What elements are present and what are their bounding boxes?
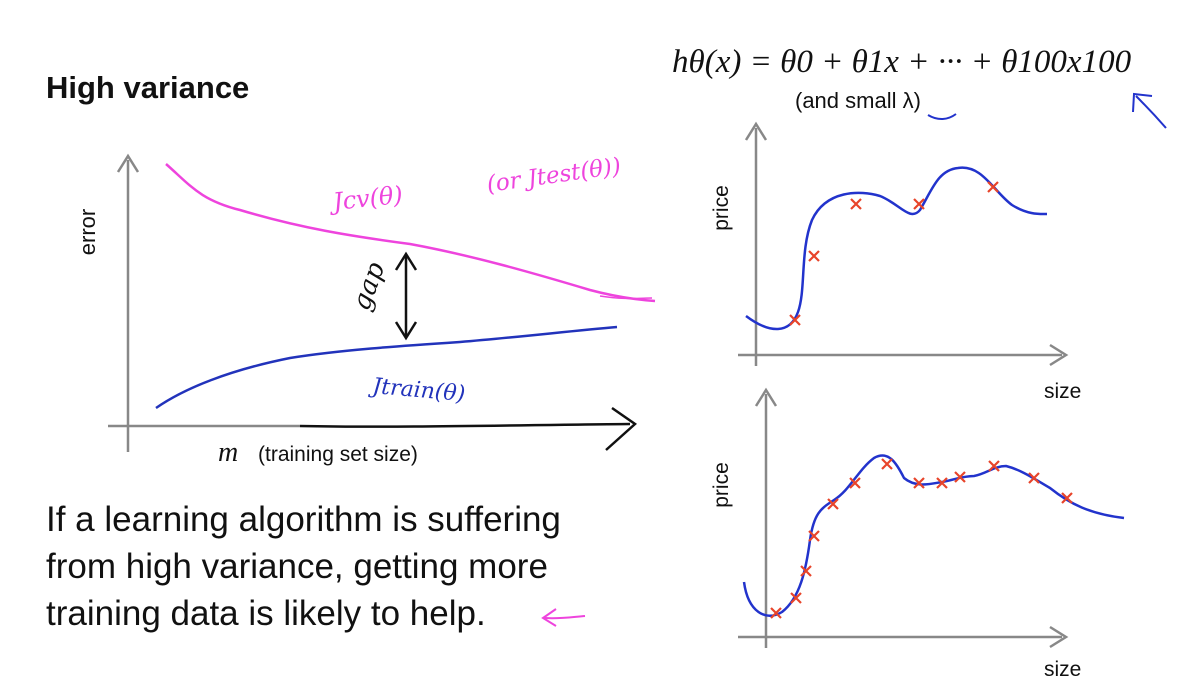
plot1-x-axis-label: size [1044,380,1082,403]
explanation-line-1: If a learning algorithm is suffering [46,500,561,539]
plot1-point [913,198,925,210]
hypothesis-formula: hθ(x) = θ0 + θ1x + ··· + θ100x100 [672,44,1132,80]
regularization-note: (and small λ) [795,88,921,113]
explanation-pointer-arrowhead [541,608,557,627]
lambda-underline [927,113,957,120]
plot2-point [770,607,782,619]
plot2-fit-curve [742,454,1125,617]
plot2-point [988,460,1000,472]
plot2-point [913,477,925,489]
plot2-data-points [770,458,1073,619]
test-curve-label: (or Jtest(θ)) [485,153,622,198]
plot1-fit-curve [745,166,1048,331]
plot2-point [790,592,802,604]
plot2-point [1061,492,1073,504]
plot1-x-axis-arrowhead [1049,343,1069,367]
plot2-point [1028,472,1040,484]
lc-x-axis-hand-arrowhead [605,406,638,451]
plot2-x-axis-label: size [1044,658,1082,681]
lc-x-axis-label: (training set size) [258,443,418,466]
plot2-point [881,458,893,470]
train-error-curve [155,325,618,410]
plot1-point [808,250,820,262]
cv-error-curve-tail [599,295,653,300]
plot2-point [808,530,820,542]
plot2-y-axis-label: price [710,462,733,508]
lc-y-axis-arrowhead [116,153,140,173]
plot2-point [800,565,812,577]
cv-error-curve [165,163,656,303]
gap-label: gap [346,258,391,314]
formula-pointer-arrow [1135,95,1167,129]
plot1-y-axis-arrowhead [744,121,768,141]
cv-curve-label: Jcv(θ) [327,181,404,217]
plot2-y-axis-arrowhead [754,387,778,407]
gap-arrow-top-head [394,251,418,271]
explanation-line-2: from high variance, getting more [46,547,548,586]
plot2-point [849,477,861,489]
plot2-point [954,471,966,483]
explanation-text: If a learning algorithm is suffering fro… [46,496,646,637]
formula-pointer-arrowhead [1132,92,1153,113]
plot1-point [850,198,862,210]
plot1-y-axis-label: price [710,185,733,231]
plot1-point [987,181,999,193]
plot1-point [789,314,801,326]
plot2-point [827,498,839,510]
plot1-data-points [789,181,999,326]
gap-arrow-bottom-head [394,321,418,341]
plot2-point [936,477,948,489]
explanation-pointer-arrow [544,615,586,620]
train-curve-label: Jtrain(θ) [367,374,466,407]
lc-x-axis-symbol: m [218,437,239,468]
explanation-line-3: training data is likely to help. [46,594,486,633]
plot2-x-axis-arrowhead [1049,625,1069,649]
lc-y-axis-label: error [75,208,100,256]
lc-x-axis-hand-extension [299,422,631,428]
slide-title: High variance [46,70,250,105]
